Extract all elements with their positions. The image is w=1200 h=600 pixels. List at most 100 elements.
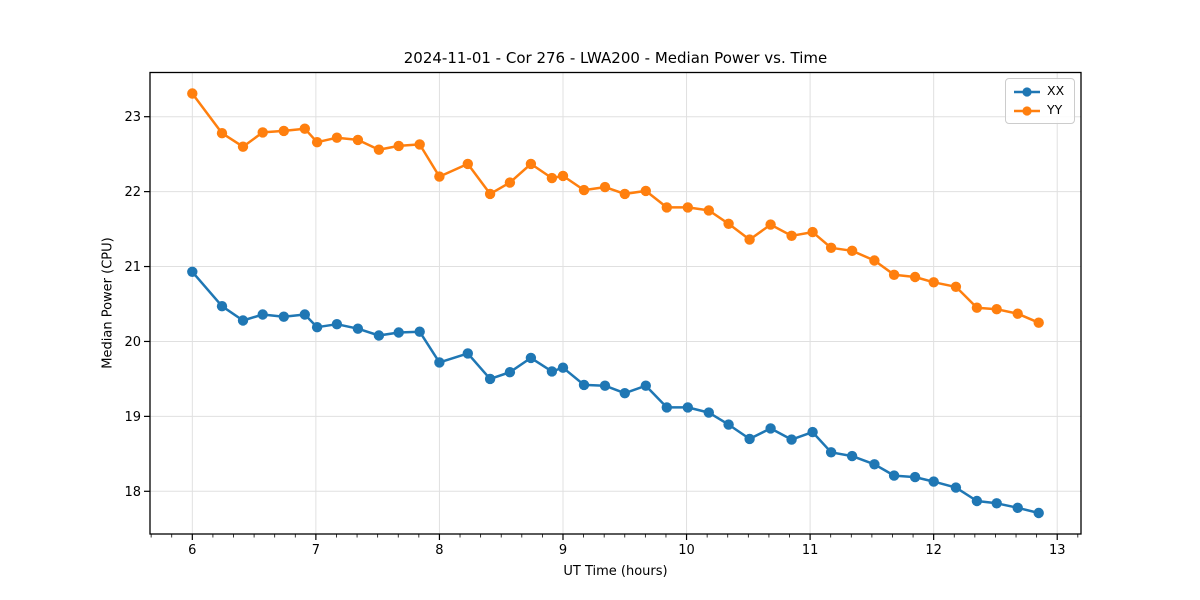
legend-label-xx: XX	[1047, 83, 1065, 99]
series-yy-marker	[187, 88, 198, 99]
series-yy-marker	[257, 127, 268, 138]
series-xx-marker	[846, 450, 858, 462]
series-yy-line	[191, 92, 1040, 324]
series-xx-marker	[869, 459, 880, 470]
legend-item-yy: YY	[1013, 103, 1067, 118]
series-yy-marker	[703, 205, 714, 216]
series-yy-marker	[765, 219, 776, 230]
legend-item-xx: XX	[1013, 84, 1067, 99]
series-yy-marker	[484, 188, 496, 200]
series-xx-marker	[991, 498, 1002, 509]
series-xx-marker	[1012, 502, 1023, 513]
series-xx-marker	[950, 482, 962, 493]
series-xx-marker	[682, 402, 693, 413]
series-yy-marker	[599, 181, 611, 193]
x-tick-label: 8	[435, 543, 443, 558]
series-xx-marker	[723, 419, 734, 430]
series-xx-marker	[484, 373, 496, 385]
x-tick-label: 13	[1049, 543, 1066, 558]
series-xx-marker	[825, 447, 837, 458]
series-xx-marker	[393, 327, 404, 338]
series-xx-marker	[888, 470, 900, 481]
series-xx-marker	[909, 471, 921, 483]
y-tick-label: 20	[124, 335, 141, 350]
series-xx-marker	[619, 388, 630, 399]
legend: XX YY	[1005, 78, 1075, 124]
series-yy-marker	[846, 245, 858, 256]
series-xx-marker	[1033, 507, 1044, 519]
series-yy-marker	[278, 125, 289, 137]
series-xx-marker	[744, 433, 755, 445]
series-yy-marker	[825, 242, 837, 253]
legend-swatch-yy-icon	[1014, 105, 1040, 116]
series-yy-marker	[434, 171, 445, 182]
series-xx-marker	[311, 322, 323, 333]
series-xx-marker	[765, 423, 776, 434]
series-yy-marker	[393, 140, 404, 152]
series-xx-marker	[331, 319, 343, 330]
series-xx-marker	[928, 476, 939, 487]
series-yy-marker	[311, 137, 323, 148]
x-tick-label: 9	[559, 543, 567, 558]
series-yy-marker	[640, 185, 651, 197]
y-tick-label: 23	[124, 110, 141, 125]
series-yy-marker	[807, 226, 818, 238]
series-yy-marker	[546, 172, 558, 184]
series-yy-marker	[619, 188, 630, 200]
series-yy-marker	[352, 134, 364, 146]
y-tick-label: 18	[124, 485, 141, 500]
series-xx-marker	[278, 311, 289, 322]
series-yy-marker	[216, 128, 228, 139]
series-yy-marker	[869, 255, 880, 266]
series-xx-marker	[557, 362, 569, 373]
series-yy-marker	[1012, 308, 1023, 319]
legend-label-yy: YY	[1047, 102, 1063, 118]
series-xx-marker	[434, 357, 445, 368]
y-tick-label: 19	[124, 410, 141, 425]
series-yy-marker	[299, 123, 310, 134]
x-tick-label: 10	[678, 543, 695, 558]
series-yy-marker	[971, 302, 983, 313]
series-yy-marker	[1033, 317, 1044, 328]
series-yy-marker	[578, 184, 590, 196]
chart-title: 2024-11-01 - Cor 276 - LWA200 - Median P…	[403, 49, 828, 67]
series-xx-marker	[216, 301, 228, 312]
series-yy-marker	[557, 170, 569, 182]
series-xx-marker	[578, 379, 590, 391]
series-xx-marker	[599, 380, 611, 391]
x-tick-label: 11	[802, 543, 819, 558]
series-yy-marker	[414, 139, 425, 150]
legend-swatch-marker	[1022, 86, 1032, 97]
series-yy-marker	[888, 269, 900, 280]
series-yy-marker	[950, 281, 962, 292]
legend-swatch-marker	[1022, 105, 1032, 116]
y-axis-label: Median Power (CPU)	[100, 237, 116, 369]
axes-spines	[149, 71, 1082, 535]
series-xx-marker	[187, 266, 198, 277]
y-tick-label: 21	[124, 260, 141, 275]
series-yy-marker	[909, 271, 921, 283]
series-yy-marker	[331, 132, 343, 143]
x-tick-label: 12	[925, 543, 942, 558]
series-xx-marker	[546, 366, 558, 377]
series-xx-marker	[237, 315, 249, 326]
series-yy-marker	[723, 218, 734, 229]
series-xx-marker	[373, 330, 385, 341]
legend-swatch-xx-icon	[1014, 86, 1040, 97]
series-xx-marker	[971, 495, 983, 507]
series-yy-marker	[682, 202, 693, 213]
series-xx-marker	[504, 367, 516, 378]
series-yy-marker	[504, 177, 516, 188]
series-yy-marker	[744, 234, 755, 245]
x-tick-label: 6	[188, 543, 196, 558]
y-tick-label: 22	[124, 185, 141, 200]
series-xx-marker	[257, 309, 268, 320]
series-yy-marker	[373, 144, 385, 155]
series-yy-marker	[928, 277, 939, 288]
series-xx-marker	[414, 326, 425, 337]
x-axis-label: UT Time (hours)	[563, 564, 668, 579]
series-yy-marker	[462, 158, 473, 170]
x-tick-label: 7	[312, 543, 320, 558]
